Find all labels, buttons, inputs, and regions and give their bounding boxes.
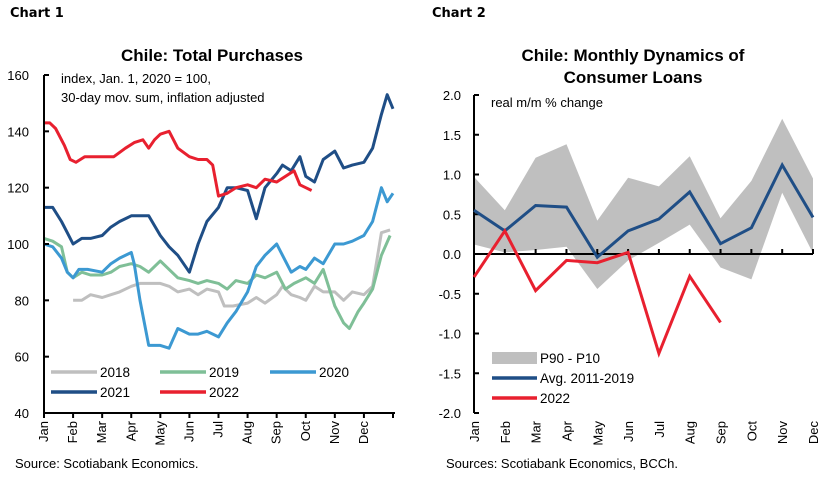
legend-label-2018: 2018 xyxy=(100,365,130,380)
legend-label-series: 2022 xyxy=(540,391,570,406)
x-tick-label: Sep xyxy=(714,421,729,444)
y-tick-label: 80 xyxy=(15,293,29,308)
chart-1-label: Chart 1 xyxy=(10,6,64,21)
chart-1-total-purchases: Chile: Total Purchases index, Jan. 1, 20… xyxy=(7,46,395,471)
x-tick-label: Apr xyxy=(559,420,574,441)
series-line-2021 xyxy=(44,93,395,274)
x-tick-label: Sep xyxy=(269,421,284,444)
legend-label-2019: 2019 xyxy=(209,365,239,380)
series-line-avg-2011-2019 xyxy=(473,161,815,260)
series-line-2022 xyxy=(44,121,313,198)
chart-2-source: Sources: Scotiabank Economics, BCCh. xyxy=(446,456,678,471)
y-tick-label: 140 xyxy=(7,124,29,139)
series-line-2018 xyxy=(73,228,391,308)
series-line-2022 xyxy=(472,227,722,358)
y-tick-label: 60 xyxy=(15,350,29,365)
y-tick-label: 0.0 xyxy=(443,247,461,262)
x-tick-label: Nov xyxy=(775,421,790,445)
series-line-2019 xyxy=(43,234,392,330)
chart-1-subtitle-line-2: 30-day mov. sum, inflation adjusted xyxy=(61,90,265,105)
x-tick-label: Aug xyxy=(683,421,698,444)
band-p90-p10 xyxy=(474,118,813,289)
x-tick-label: Jan xyxy=(36,421,51,442)
chart-1-source: Source: Scotiabank Economics. xyxy=(15,456,199,471)
x-tick-label: Nov xyxy=(327,421,342,445)
y-tick-label: 100 xyxy=(7,237,29,252)
y-tick-label: 40 xyxy=(15,406,29,421)
x-tick-label: Jan xyxy=(467,421,482,442)
y-tick-label: 120 xyxy=(7,181,29,196)
y-tick-label: 1.5 xyxy=(443,128,461,143)
x-tick-label: Jul xyxy=(211,421,226,438)
legend-label-band: P90 - P10 xyxy=(540,351,600,366)
x-tick-label: Mar xyxy=(94,420,109,443)
x-tick-label: Apr xyxy=(123,420,138,441)
x-tick-label: May xyxy=(590,421,605,446)
x-tick-label: Feb xyxy=(65,421,80,443)
x-tick-label: Mar xyxy=(529,420,544,443)
legend-label-2020: 2020 xyxy=(319,365,349,380)
x-tick-label: Jun xyxy=(621,421,636,442)
y-tick-label: -2.0 xyxy=(439,406,461,421)
x-tick-label: Jul xyxy=(652,421,667,438)
y-tick-label: 2.0 xyxy=(443,88,461,103)
x-tick-label: Feb xyxy=(498,421,513,443)
legend-swatch-band xyxy=(492,352,537,364)
chart-2-subtitle: real m/m % change xyxy=(491,95,603,110)
y-tick-label: 0.5 xyxy=(443,207,461,222)
x-tick-label: Oct xyxy=(298,421,313,442)
y-tick-label: -1.5 xyxy=(439,366,461,381)
x-tick-label: Dec xyxy=(806,421,821,445)
chart-2-title-line-1: Chile: Monthly Dynamics of xyxy=(522,46,745,65)
legend-label-2022: 2022 xyxy=(209,385,239,400)
x-tick-label: May xyxy=(152,421,167,446)
x-tick-label: Jun xyxy=(181,421,196,442)
legend-label-2021: 2021 xyxy=(100,385,130,400)
y-tick-label: 160 xyxy=(7,68,29,83)
chart-2-label: Chart 2 xyxy=(432,6,486,21)
chart-1-subtitle-line-1: index, Jan. 1, 2020 = 100, xyxy=(61,71,211,86)
series-line-2020 xyxy=(43,186,395,350)
x-tick-label: Oct xyxy=(744,421,759,442)
x-tick-label: Dec xyxy=(356,421,371,445)
chart-1-title: Chile: Total Purchases xyxy=(121,46,303,65)
y-tick-label: -0.5 xyxy=(439,287,461,302)
y-tick-label: 1.0 xyxy=(443,168,461,183)
y-tick-label: -1.0 xyxy=(439,327,461,342)
legend-label-series: Avg. 2011-2019 xyxy=(540,371,634,386)
chart-2-title-line-2: Consumer Loans xyxy=(564,68,703,87)
x-tick-label: Aug xyxy=(240,421,255,444)
